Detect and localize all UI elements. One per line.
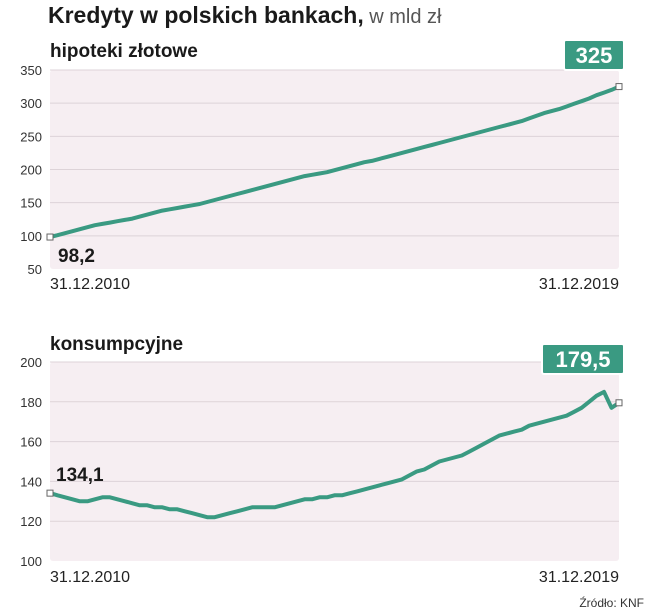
end-point	[615, 399, 623, 407]
mortgage-chart: 50 100 150 200 250 300 350 hipoteki złotowe 31.1…	[20, 39, 625, 293]
y-tick-label: 100	[20, 554, 42, 569]
source-note: Źródło: KNF	[579, 596, 644, 610]
end-point	[615, 83, 623, 91]
y-tick-label: 150	[20, 196, 42, 211]
start-value-label: 98,2	[58, 246, 95, 267]
y-tick-label: 180	[20, 395, 42, 410]
y-tick-label: 160	[20, 435, 42, 450]
x-end-label: 31.12.2019	[539, 569, 619, 586]
end-value-badge	[541, 343, 625, 375]
panel-title: hipoteki złotowe	[50, 41, 198, 62]
plot-area	[50, 362, 619, 561]
y-tick-label: 300	[20, 96, 42, 111]
x-end-label: 31.12.2019	[539, 276, 619, 293]
y-tick-label: 50	[28, 262, 42, 277]
start-point	[46, 489, 54, 497]
y-tick-label: 250	[20, 129, 42, 144]
x-start-label: 31.12.2010	[50, 276, 130, 293]
y-tick-label: 120	[20, 514, 42, 529]
series-line	[48, 84, 621, 239]
consumer-chart: 100 120 140 160 180 200 konsumpcyjne 31.12.2010…	[20, 334, 625, 586]
title-main: Kredyty w polskich bankach,	[48, 2, 364, 28]
end-value-badge	[563, 39, 625, 71]
y-tick-label: 200	[20, 355, 42, 370]
y-tick-label: 350	[20, 63, 42, 78]
y-tick-label: 100	[20, 229, 42, 244]
series-line	[48, 389, 621, 520]
chart-title: Kredyty w polskich bankach, w mld zł	[48, 2, 442, 29]
end-value-label: 325	[576, 43, 613, 68]
title-unit: w mld zł	[363, 6, 442, 28]
start-point	[46, 233, 54, 241]
y-tick-label: 200	[20, 163, 42, 178]
x-start-label: 31.12.2010	[50, 569, 130, 586]
start-value-label: 134,1	[56, 465, 104, 486]
panel-title: konsumpcyjne	[50, 334, 183, 355]
y-tick-label: 140	[20, 474, 42, 489]
end-value-label: 179,5	[555, 347, 610, 372]
